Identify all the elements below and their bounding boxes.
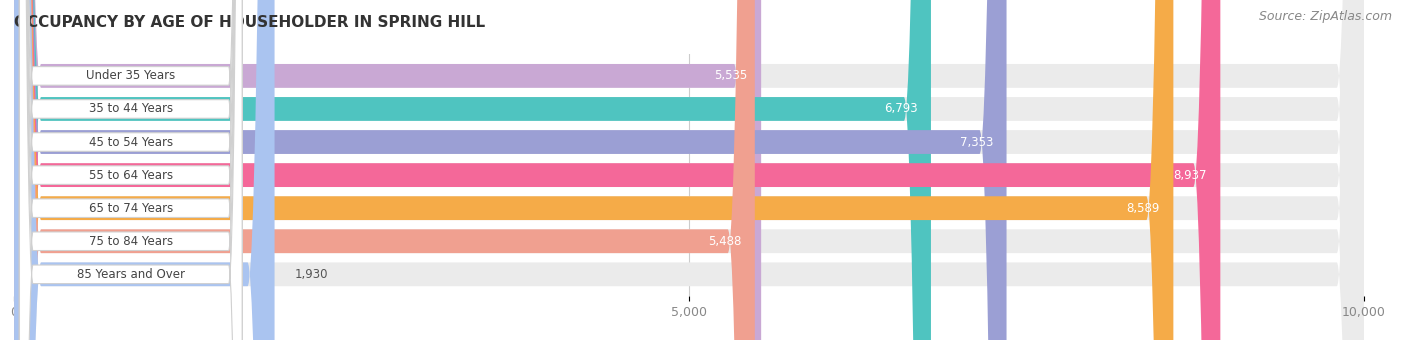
Text: 6,793: 6,793	[884, 102, 918, 116]
FancyBboxPatch shape	[14, 0, 1364, 340]
FancyBboxPatch shape	[14, 0, 1007, 340]
Text: 45 to 54 Years: 45 to 54 Years	[89, 136, 173, 149]
FancyBboxPatch shape	[14, 0, 1364, 340]
FancyBboxPatch shape	[14, 0, 1364, 340]
Text: 35 to 44 Years: 35 to 44 Years	[89, 102, 173, 116]
FancyBboxPatch shape	[14, 0, 761, 340]
FancyBboxPatch shape	[20, 0, 242, 340]
FancyBboxPatch shape	[14, 0, 274, 340]
Text: 8,589: 8,589	[1126, 202, 1160, 215]
FancyBboxPatch shape	[20, 0, 242, 340]
Text: 55 to 64 Years: 55 to 64 Years	[89, 169, 173, 182]
Text: 75 to 84 Years: 75 to 84 Years	[89, 235, 173, 248]
FancyBboxPatch shape	[14, 0, 755, 340]
Text: 1,930: 1,930	[295, 268, 329, 281]
FancyBboxPatch shape	[14, 0, 1174, 340]
Text: 5,488: 5,488	[709, 235, 741, 248]
FancyBboxPatch shape	[20, 0, 242, 340]
FancyBboxPatch shape	[14, 0, 931, 340]
Text: Under 35 Years: Under 35 Years	[86, 69, 176, 82]
Text: Source: ZipAtlas.com: Source: ZipAtlas.com	[1258, 10, 1392, 23]
FancyBboxPatch shape	[14, 0, 1364, 340]
Text: 65 to 74 Years: 65 to 74 Years	[89, 202, 173, 215]
Text: 7,353: 7,353	[960, 136, 993, 149]
FancyBboxPatch shape	[20, 0, 242, 340]
Text: OCCUPANCY BY AGE OF HOUSEHOLDER IN SPRING HILL: OCCUPANCY BY AGE OF HOUSEHOLDER IN SPRIN…	[14, 15, 485, 30]
FancyBboxPatch shape	[14, 0, 1364, 340]
FancyBboxPatch shape	[14, 0, 1364, 340]
FancyBboxPatch shape	[20, 0, 242, 340]
FancyBboxPatch shape	[20, 0, 242, 340]
Text: 8,937: 8,937	[1174, 169, 1206, 182]
Text: 85 Years and Over: 85 Years and Over	[77, 268, 184, 281]
Text: 5,535: 5,535	[714, 69, 748, 82]
FancyBboxPatch shape	[14, 0, 1220, 340]
FancyBboxPatch shape	[20, 0, 242, 340]
FancyBboxPatch shape	[14, 0, 1364, 340]
